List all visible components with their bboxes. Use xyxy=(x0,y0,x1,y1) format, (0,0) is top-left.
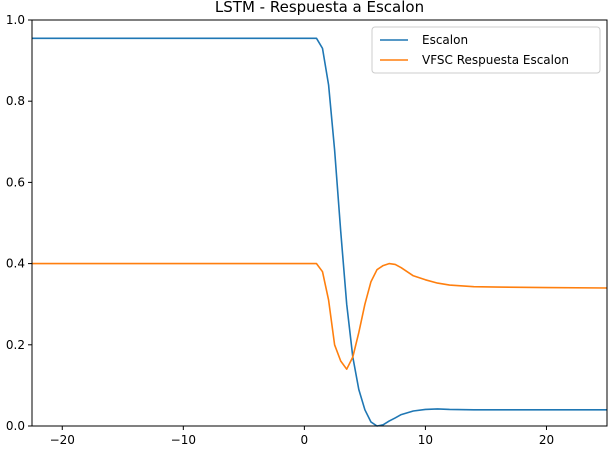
x-tick-label: 0 xyxy=(301,433,309,447)
x-tick-label: 10 xyxy=(418,433,433,447)
chart-title: LSTM - Respuesta a Escalon xyxy=(215,0,424,16)
y-tick-label: 1.0 xyxy=(6,13,25,27)
x-tick-label: −10 xyxy=(171,433,196,447)
x-tick-label: −20 xyxy=(50,433,75,447)
axes-frame xyxy=(31,19,608,427)
series-lines xyxy=(32,37,608,427)
x-tick-label: 20 xyxy=(539,433,554,447)
series-line-escalon xyxy=(32,37,607,427)
y-tick-label: 0.8 xyxy=(6,94,25,108)
y-tick-label: 0.4 xyxy=(6,257,25,271)
y-tick-label: 0.0 xyxy=(6,419,25,433)
series-line-vfsc-respuesta-escalon xyxy=(32,262,608,371)
legend-label: VFSC Respuesta Escalon xyxy=(422,53,569,67)
legend-label: Escalon xyxy=(422,33,468,47)
y-tick-label: 0.6 xyxy=(6,175,25,189)
x-axis-ticks: −20 −10 0 10 20 xyxy=(50,426,554,447)
y-axis-ticks: 0.0 0.2 0.4 0.6 0.8 1.0 xyxy=(6,13,32,433)
y-tick-label: 0.2 xyxy=(6,338,25,352)
legend-box xyxy=(371,26,601,74)
legend: Escalon VFSC Respuesta Escalon xyxy=(371,26,601,74)
